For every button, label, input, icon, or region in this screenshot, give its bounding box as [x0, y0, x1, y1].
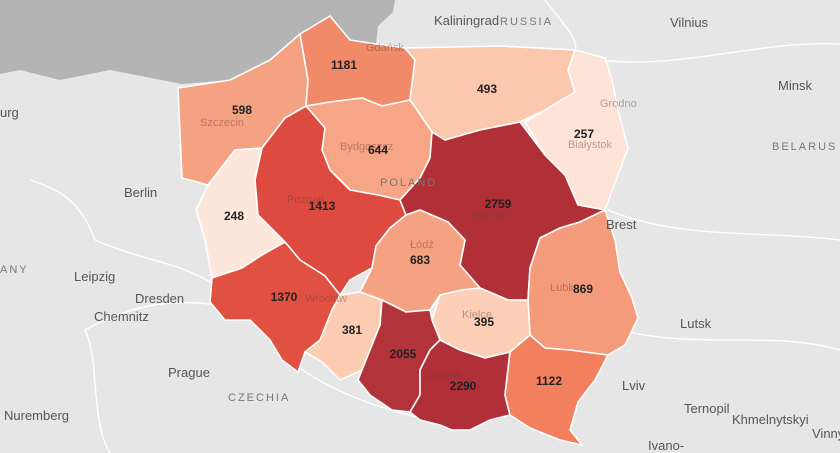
label-grodno: Grodno: [600, 98, 637, 110]
label-brest: Brest: [606, 217, 637, 232]
label-vinny: Vinny: [812, 426, 840, 441]
underlay-labels: Gdańsk Szczecin Bydgoszcz Białystok Pozn…: [200, 42, 613, 381]
neighbour-borders: [29, 0, 840, 453]
label-minsk: Minsk: [778, 78, 812, 93]
value-lodzkie: 683: [410, 253, 430, 267]
label-lutsk: Lutsk: [680, 316, 712, 331]
region-lodzkie[interactable]: [359, 209, 481, 313]
baltic-sea: [0, 0, 395, 84]
value-warminsko-mazurskie: 493: [477, 82, 497, 96]
label-berlin: Berlin: [124, 185, 157, 200]
region-values: 1181 598 493 257 644 248 1413 2759 683 8…: [224, 58, 594, 393]
label-russia: RUSSIA: [500, 16, 553, 28]
label-leipzig: Leipzig: [74, 269, 115, 284]
value-swietokrzyskie: 395: [474, 315, 494, 329]
label-vilnius: Vilnius: [670, 15, 709, 30]
region-opolskie[interactable]: [304, 291, 383, 381]
label-bialystok: Białystok: [568, 139, 613, 151]
value-mazowieckie: 2759: [485, 197, 512, 211]
label-dresden: Dresden: [135, 291, 184, 306]
label-bydgoszcz: Bydgoszcz: [340, 141, 393, 153]
label-czechia: CZECHIA: [228, 392, 290, 404]
regions: [177, 15, 639, 446]
label-burg: urg: [0, 105, 19, 120]
value-zachodniopomorskie: 598: [232, 103, 252, 117]
value-lubelskie: 869: [573, 282, 593, 296]
label-ternopil: Ternopil: [684, 401, 730, 416]
label-gdansk: Gdańsk: [366, 42, 404, 54]
city-labels: Kaliningrad RUSSIA Vilnius Minsk BELARUS…: [0, 13, 840, 453]
value-kujawsko-pomorskie: 644: [368, 143, 388, 157]
label-belarus: BELARUS: [772, 141, 837, 153]
value-wielkopolskie: 1413: [309, 199, 336, 213]
value-malopolskie: 2290: [450, 379, 477, 393]
value-lubuskie: 248: [224, 209, 244, 223]
region-podkarpackie[interactable]: [504, 334, 609, 446]
label-khmelnytskyi: Khmelnytskyi: [732, 412, 809, 427]
label-szczecin: Szczecin: [200, 117, 244, 129]
value-podkarpackie: 1122: [536, 374, 562, 388]
label-lodz: Łódź: [410, 239, 434, 251]
label-poznan: Poznań: [287, 194, 324, 206]
label-wroclaw: Wrocław: [305, 293, 347, 305]
label-lviv: Lviv: [622, 378, 646, 393]
label-lublin: Lublin: [550, 282, 579, 294]
value-slaskie: 2055: [390, 347, 417, 361]
label-kielce: Kielce: [462, 309, 492, 321]
label-kaliningrad: Kaliningrad: [434, 13, 499, 28]
label-krakow: Cracow: [424, 369, 461, 381]
value-podlaskie: 257: [574, 127, 594, 141]
label-ivano: Ivano-: [648, 438, 684, 453]
label-poland: POLAND: [380, 177, 437, 189]
label-chemnitz: Chemnitz: [94, 309, 149, 324]
label-warsaw: Warsaw: [470, 209, 509, 221]
value-pomorskie: 1181: [331, 58, 357, 72]
value-opolskie: 381: [342, 323, 362, 337]
value-dolnoslaskie: 1370: [271, 290, 298, 304]
label-nuremberg: Nuremberg: [4, 408, 69, 423]
label-germany: ANY: [0, 264, 29, 276]
label-prague: Prague: [168, 365, 210, 380]
region-malopolskie[interactable]: [409, 339, 511, 431]
